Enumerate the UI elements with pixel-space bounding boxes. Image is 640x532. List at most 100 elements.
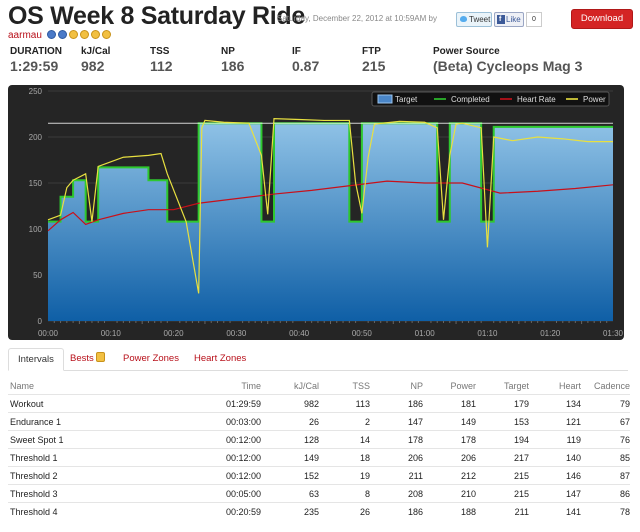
stat-value-kj: 982 xyxy=(81,58,105,74)
tab-power-zones[interactable]: Power Zones xyxy=(123,353,179,364)
like-count: 0 xyxy=(526,12,542,27)
column-header: Power xyxy=(450,380,476,391)
table-row[interactable]: Workout 01:29:59 982 113 186 181 179 134 79 xyxy=(8,394,630,413)
stat-label-if: IF xyxy=(292,46,301,57)
x-tick-label: 01:30 xyxy=(603,329,624,338)
table-cell: 119 xyxy=(529,430,581,449)
table-cell: 00:20:59 xyxy=(148,502,261,520)
table-cell: 188 xyxy=(423,502,476,520)
table-cell: 79 xyxy=(581,394,630,413)
table-row[interactable]: Endurance 1 00:03:00 26 2 147 149 153 121 67 xyxy=(8,412,630,431)
stat-value-ftp: 215 xyxy=(362,58,386,74)
interval-tabs: Intervals Bests Power Zones Heart Zones xyxy=(8,348,628,371)
tweet-button[interactable]: Tweet xyxy=(456,12,492,27)
legend-label: Power xyxy=(583,95,606,104)
facebook-like-button[interactable]: f Like xyxy=(494,12,524,27)
username-link[interactable]: aarmau xyxy=(8,30,42,41)
tab-heart-zones[interactable]: Heart Zones xyxy=(194,353,247,364)
y-tick-label: 250 xyxy=(29,87,43,96)
medal-icon xyxy=(90,30,100,39)
table-cell: Threshold 1 xyxy=(8,448,148,467)
table-cell: 178 xyxy=(423,430,476,449)
table-cell: 00:03:00 xyxy=(148,412,261,431)
y-tick-label: 200 xyxy=(29,133,43,142)
table-cell: 982 xyxy=(261,394,319,413)
y-tick-label: 0 xyxy=(38,317,43,326)
x-tick-label: 00:40 xyxy=(289,329,310,338)
stat-value-power-source: (Beta) Cycleops Mag 3 xyxy=(433,58,583,74)
table-cell: 215 xyxy=(476,484,529,503)
table-cell: Workout xyxy=(8,394,148,413)
legend-swatch xyxy=(377,94,393,104)
table-cell: 76 xyxy=(581,430,630,449)
stat-value-np: 186 xyxy=(221,58,245,74)
table-cell: 147 xyxy=(370,412,423,431)
table-cell: Sweet Spot 1 xyxy=(8,430,148,449)
table-cell: Threshold 4 xyxy=(8,502,148,520)
column-header: TSS xyxy=(352,380,370,391)
table-cell: 19 xyxy=(319,466,370,485)
table-cell: 153 xyxy=(476,412,529,431)
column-header: Cadence xyxy=(593,380,630,391)
stat-label-np: NP xyxy=(221,46,235,57)
medal-icon xyxy=(95,352,105,362)
table-cell: 00:12:00 xyxy=(148,466,261,485)
table-cell: 181 xyxy=(423,394,476,413)
table-cell: 215 xyxy=(476,466,529,485)
legend-label: Heart Rate xyxy=(517,95,556,104)
table-row[interactable]: Threshold 1 00:12:00 149 18 206 206 217 140 85 xyxy=(8,448,630,467)
medal-icon xyxy=(101,30,111,39)
table-cell: 186 xyxy=(370,502,423,520)
table-cell: 26 xyxy=(319,502,370,520)
table-row[interactable]: Threshold 4 00:20:59 235 26 186 188 211 141 78 xyxy=(8,502,630,520)
table-cell: 149 xyxy=(261,448,319,467)
column-header: Target xyxy=(503,380,529,391)
twitter-bird-icon xyxy=(460,16,467,22)
download-button[interactable]: Download xyxy=(571,9,633,29)
table-cell: 186 xyxy=(370,394,423,413)
x-tick-label: 00:50 xyxy=(352,329,373,338)
table-cell: 140 xyxy=(529,448,581,467)
table-row[interactable]: Sweet Spot 1 00:12:00 128 14 178 178 194 119 76 xyxy=(8,430,630,449)
table-cell: 235 xyxy=(261,502,319,520)
badge-icon xyxy=(46,30,56,39)
intervals-table: Name Time kJ/Cal TSS NP Power Target Heart Caden… xyxy=(8,377,630,520)
chart-legend xyxy=(371,91,610,107)
column-header: Time xyxy=(241,380,261,391)
table-cell: 63 xyxy=(261,484,319,503)
x-tick-label: 01:00 xyxy=(415,329,436,338)
power-line xyxy=(47,117,613,294)
x-tick-label: 01:10 xyxy=(477,329,498,338)
stat-label-duration: DURATION xyxy=(10,46,63,57)
target-area xyxy=(48,123,613,321)
y-tick-label: 150 xyxy=(29,179,43,188)
stat-label-kj: kJ/Cal xyxy=(81,46,111,57)
y-tick-label: 100 xyxy=(29,225,43,234)
table-cell: 210 xyxy=(423,484,476,503)
table-cell: 147 xyxy=(529,484,581,503)
table-cell: 206 xyxy=(370,448,423,467)
ride-meta: Saturday, December 22, 2012 at 10:59AM b… xyxy=(277,14,437,23)
stat-label-ftp: FTP xyxy=(362,46,381,57)
table-cell: 00:05:00 xyxy=(148,484,261,503)
table-cell: 128 xyxy=(261,430,319,449)
tab-intervals[interactable]: Intervals xyxy=(8,348,64,371)
column-header: NP xyxy=(410,380,423,391)
table-cell: 00:12:00 xyxy=(148,448,261,467)
table-row[interactable]: Threshold 3 00:05:00 63 8 208 210 215 147 86 xyxy=(8,484,630,503)
table-cell: 2 xyxy=(319,412,370,431)
facebook-icon: f xyxy=(497,15,505,24)
table-cell: 14 xyxy=(319,430,370,449)
x-tick-label: 00:10 xyxy=(101,329,122,338)
badge-icon xyxy=(57,30,67,39)
tab-bests[interactable]: Bests xyxy=(70,348,105,370)
table-cell: 211 xyxy=(370,466,423,485)
table-row[interactable]: Threshold 2 00:12:00 152 19 211 212 215 146 87 xyxy=(8,466,630,485)
table-cell: Threshold 3 xyxy=(8,484,148,503)
table-cell: 208 xyxy=(370,484,423,503)
table-cell: 78 xyxy=(581,502,630,520)
table-cell: 141 xyxy=(529,502,581,520)
table-cell: 178 xyxy=(370,430,423,449)
table-cell: 01:29:59 xyxy=(148,394,261,413)
column-header: Name xyxy=(10,380,35,391)
